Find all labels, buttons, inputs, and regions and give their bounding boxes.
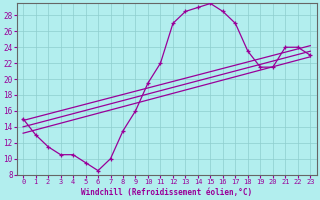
- X-axis label: Windchill (Refroidissement éolien,°C): Windchill (Refroidissement éolien,°C): [81, 188, 252, 197]
